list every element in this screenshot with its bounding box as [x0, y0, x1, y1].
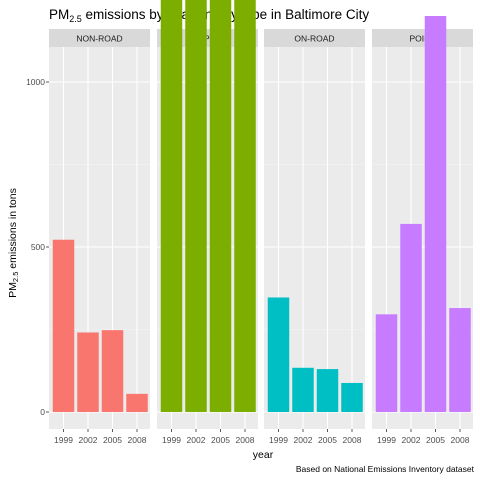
facet-strip — [372, 29, 473, 47]
x-tick-label: 2008 — [451, 435, 470, 445]
x-tick-label: 2002 — [294, 435, 313, 445]
bar-nonpoint-1999 — [160, 0, 183, 412]
x-tick-label: 1999 — [54, 435, 73, 445]
x-tick-label: 1999 — [269, 435, 288, 445]
x-tick-label: 2008 — [236, 435, 255, 445]
facet-strip — [49, 29, 150, 47]
facet-strip-label: NON-ROAD — [76, 34, 122, 44]
bar-on-road-2002 — [292, 367, 314, 412]
bar-on-road-2005 — [316, 369, 339, 412]
bar-non-road-1999 — [52, 239, 75, 412]
bar-on-road-2008 — [341, 382, 363, 412]
bar-non-road-2002 — [77, 332, 99, 412]
bar-on-road-1999 — [267, 297, 290, 412]
x-tick-label: 2005 — [426, 435, 445, 445]
chart-caption: Based on National Emissions Inventory da… — [296, 464, 475, 474]
x-tick-label: 2008 — [128, 435, 147, 445]
bar-point-2005 — [424, 16, 447, 412]
facet-panel-nonpoint: NONPOINT 1999 2002 2005 2008 — [157, 0, 258, 445]
bar-point-2002 — [400, 223, 422, 412]
x-tick-label: 2005 — [318, 435, 337, 445]
x-axis-title: year — [253, 449, 274, 461]
bar-nonpoint-2002 — [185, 0, 207, 412]
y-tick-label: 0 — [40, 407, 45, 417]
facet-panel-on-road: ON-ROAD 1999 2002 2005 2008 — [264, 29, 365, 445]
x-tick-label: 1999 — [377, 435, 396, 445]
chart-title: PM2.5 emissions by year and by type in B… — [49, 7, 369, 24]
x-tick-label: 2002 — [402, 435, 421, 445]
facet-strip-label: NONPOINT — [185, 34, 230, 44]
x-tick-label: 2002 — [79, 435, 98, 445]
facet-panel-non-road: NON-ROAD 1999 2002 2005 2008 — [49, 29, 150, 445]
y-axis-title: PM2.5 emissions in tons — [7, 188, 20, 298]
facet-strip — [264, 29, 365, 47]
facet-strip-label: POINT — [410, 34, 436, 44]
y-tick-label: 500 — [31, 242, 45, 252]
facet-panel-point: POINT 1999 2002 2005 2008 — [372, 16, 473, 445]
x-tick-label: 2002 — [187, 435, 206, 445]
bar-point-2008 — [449, 308, 471, 412]
bar-point-1999 — [375, 314, 398, 412]
x-tick-label: 2005 — [103, 435, 122, 445]
x-tick-label: 2005 — [211, 435, 230, 445]
bar-non-road-2005 — [101, 330, 124, 412]
bar-nonpoint-2005 — [209, 0, 232, 412]
y-tick-label: 1000 — [26, 77, 45, 87]
x-tick-label: 1999 — [162, 435, 181, 445]
bar-non-road-2008 — [126, 393, 148, 412]
x-tick-label: 2008 — [343, 435, 362, 445]
facet-strip-label: ON-ROAD — [294, 34, 334, 44]
bar-nonpoint-2008 — [234, 0, 256, 412]
